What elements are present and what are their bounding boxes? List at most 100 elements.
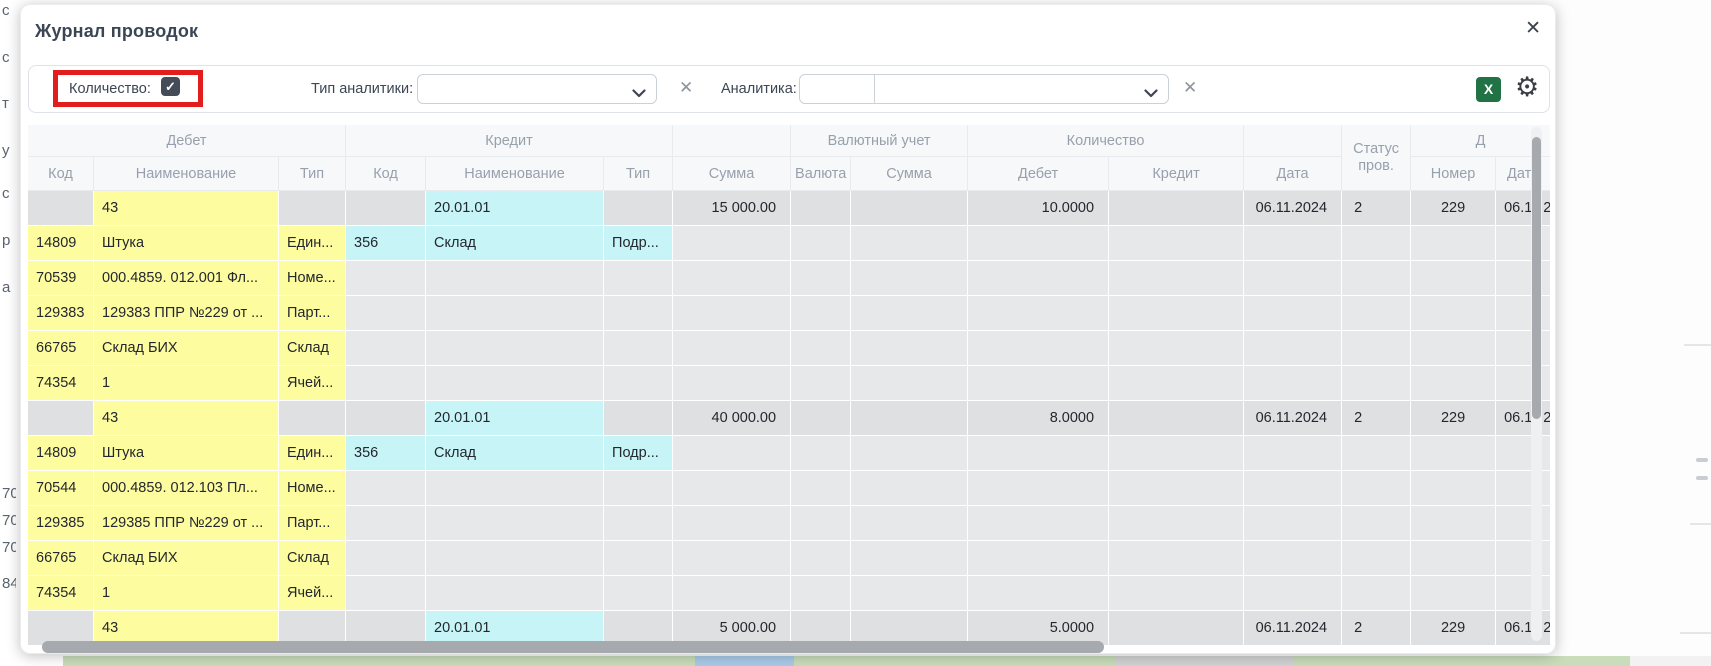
cell-d_name[interactable]: 129383 ППР №229 от ... bbox=[94, 296, 279, 331]
cell-summa[interactable] bbox=[673, 471, 792, 506]
cell-date[interactable] bbox=[1244, 226, 1343, 261]
cell-d_tip[interactable] bbox=[279, 611, 347, 645]
cell-d_kod[interactable] bbox=[28, 401, 94, 436]
cell-d_tip[interactable]: Ячей... bbox=[279, 576, 347, 611]
cell-status[interactable] bbox=[1342, 436, 1412, 471]
close-icon[interactable]: ✕ bbox=[1525, 18, 1541, 39]
cell-q_kred[interactable] bbox=[1109, 331, 1245, 366]
cell-summa[interactable] bbox=[673, 541, 792, 576]
cell-d_name[interactable]: Склад БИХ bbox=[94, 541, 279, 576]
cell-q_kred[interactable] bbox=[1109, 471, 1245, 506]
column-header-currency-summa[interactable]: Сумма bbox=[851, 157, 969, 191]
cell-nomer[interactable] bbox=[1411, 576, 1497, 611]
column-header-debit-kod[interactable]: Код bbox=[28, 157, 94, 191]
cell-d_kod[interactable]: 14809 bbox=[28, 436, 94, 471]
cell-k_tip[interactable] bbox=[604, 541, 674, 576]
cell-nomer[interactable] bbox=[1411, 366, 1497, 401]
cell-v_summa[interactable] bbox=[851, 611, 969, 645]
cell-status[interactable] bbox=[1342, 296, 1412, 331]
cell-d_tip[interactable]: Склад bbox=[279, 541, 347, 576]
cell-valuta[interactable] bbox=[791, 366, 852, 401]
cell-v_summa[interactable] bbox=[851, 226, 969, 261]
cell-k_name[interactable] bbox=[426, 261, 605, 296]
cell-k_kod[interactable] bbox=[346, 191, 427, 226]
cell-q_deb[interactable] bbox=[968, 436, 1110, 471]
cell-date[interactable]: 06.11.2024 bbox=[1244, 191, 1343, 226]
cell-k_kod[interactable] bbox=[346, 331, 427, 366]
cell-nomer[interactable] bbox=[1411, 331, 1497, 366]
column-header-qty-credit[interactable]: Кредит bbox=[1109, 157, 1245, 191]
table-row[interactable]: 70539 000.4859. 012.001 Фл... Номе... bbox=[28, 261, 1550, 296]
cell-k_kod[interactable] bbox=[346, 261, 427, 296]
cell-d_name[interactable]: 43 bbox=[94, 191, 279, 226]
cell-v_summa[interactable] bbox=[851, 331, 969, 366]
analytics-combo[interactable] bbox=[799, 74, 1169, 104]
cell-k_kod[interactable] bbox=[346, 401, 427, 436]
column-header-summa[interactable]: Сумма bbox=[673, 157, 792, 191]
cell-d_name[interactable]: 1 bbox=[94, 366, 279, 401]
cell-v_summa[interactable] bbox=[851, 506, 969, 541]
vertical-scrollbar-thumb[interactable] bbox=[1532, 137, 1541, 419]
cell-status[interactable] bbox=[1342, 261, 1412, 296]
cell-summa[interactable] bbox=[673, 261, 792, 296]
cell-valuta[interactable] bbox=[791, 401, 852, 436]
cell-k_tip[interactable] bbox=[604, 401, 674, 436]
cell-k_name[interactable] bbox=[426, 366, 605, 401]
cell-k_tip[interactable]: Подр... bbox=[604, 226, 674, 261]
column-header-nomer[interactable]: Номер bbox=[1411, 157, 1497, 191]
column-header-qty-debit[interactable]: Дебет bbox=[968, 157, 1110, 191]
cell-valuta[interactable] bbox=[791, 191, 852, 226]
cell-d_kod[interactable]: 129385 bbox=[28, 506, 94, 541]
cell-valuta[interactable] bbox=[791, 226, 852, 261]
cell-nomer[interactable] bbox=[1411, 296, 1497, 331]
cell-nomer[interactable]: 229 bbox=[1411, 611, 1497, 645]
cell-k_tip[interactable] bbox=[604, 611, 674, 645]
cell-date[interactable] bbox=[1244, 366, 1343, 401]
table-row[interactable]: 66765 Склад БИХ Склад bbox=[28, 331, 1550, 366]
cell-valuta[interactable] bbox=[791, 261, 852, 296]
cell-valuta[interactable] bbox=[791, 296, 852, 331]
cell-k_tip[interactable]: Подр... bbox=[604, 436, 674, 471]
cell-d_tip[interactable]: Номе... bbox=[279, 471, 347, 506]
cell-q_deb[interactable]: 5.0000 bbox=[968, 611, 1110, 645]
cell-v_summa[interactable] bbox=[851, 296, 969, 331]
cell-q_kred[interactable] bbox=[1109, 506, 1245, 541]
table-row[interactable]: 14809 Штука Един... 356 Склад Подр... bbox=[28, 436, 1550, 471]
cell-q_kred[interactable] bbox=[1109, 296, 1245, 331]
cell-summa[interactable] bbox=[673, 506, 792, 541]
analytics-value-input[interactable] bbox=[875, 75, 1168, 103]
cell-d_name[interactable]: Штука bbox=[94, 226, 279, 261]
cell-d_tip[interactable] bbox=[279, 401, 347, 436]
cell-status[interactable] bbox=[1342, 576, 1412, 611]
cell-d_kod[interactable]: 66765 bbox=[28, 331, 94, 366]
cell-q_deb[interactable] bbox=[968, 226, 1110, 261]
cell-k_kod[interactable]: 356 bbox=[346, 436, 427, 471]
table-row[interactable]: 74354 1 Ячей... bbox=[28, 366, 1550, 401]
cell-k_name[interactable] bbox=[426, 471, 605, 506]
clear-analytics-button[interactable]: ✕ bbox=[1183, 78, 1198, 97]
cell-summa[interactable] bbox=[673, 226, 792, 261]
cell-k_tip[interactable] bbox=[604, 296, 674, 331]
cell-summa[interactable] bbox=[673, 576, 792, 611]
cell-date[interactable] bbox=[1244, 296, 1343, 331]
cell-valuta[interactable] bbox=[791, 576, 852, 611]
cell-valuta[interactable] bbox=[791, 506, 852, 541]
cell-d_name[interactable]: 000.4859. 012.001 Фл... bbox=[94, 261, 279, 296]
cell-status[interactable] bbox=[1342, 471, 1412, 506]
cell-d_name[interactable]: 129385 ППР №229 от ... bbox=[94, 506, 279, 541]
quantity-checkbox[interactable]: ✓ bbox=[161, 77, 180, 96]
cell-nomer[interactable] bbox=[1411, 471, 1497, 506]
cell-d_kod[interactable] bbox=[28, 191, 94, 226]
column-header-valuta[interactable]: Валюта bbox=[791, 157, 852, 191]
cell-d_kod[interactable]: 70539 bbox=[28, 261, 94, 296]
cell-date[interactable] bbox=[1244, 506, 1343, 541]
cell-k_kod[interactable]: 356 bbox=[346, 226, 427, 261]
cell-summa[interactable]: 15 000.00 bbox=[673, 191, 792, 226]
cell-v_summa[interactable] bbox=[851, 541, 969, 576]
column-header-debit-tip[interactable]: Тип bbox=[279, 157, 347, 191]
cell-d_name[interactable]: 1 bbox=[94, 576, 279, 611]
cell-nomer[interactable] bbox=[1411, 436, 1497, 471]
cell-k_tip[interactable] bbox=[604, 191, 674, 226]
cell-d_tip[interactable]: Един... bbox=[279, 226, 347, 261]
cell-status[interactable]: 2 bbox=[1342, 191, 1412, 226]
